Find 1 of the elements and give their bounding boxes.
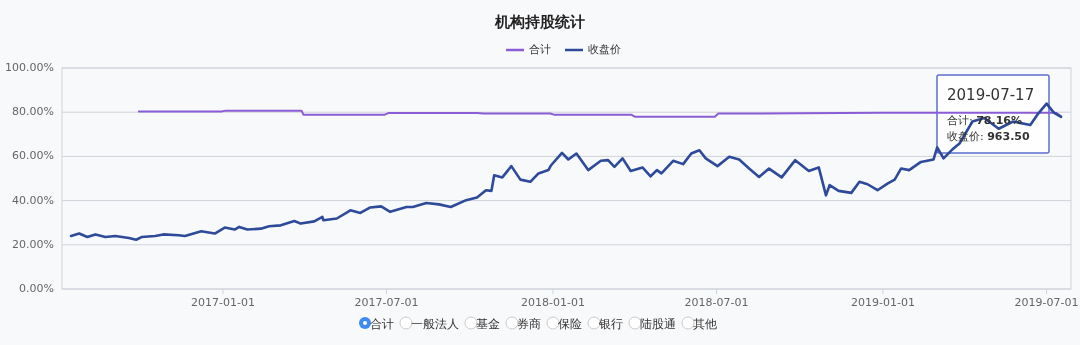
title: 机构持股统计: [495, 12, 585, 31]
